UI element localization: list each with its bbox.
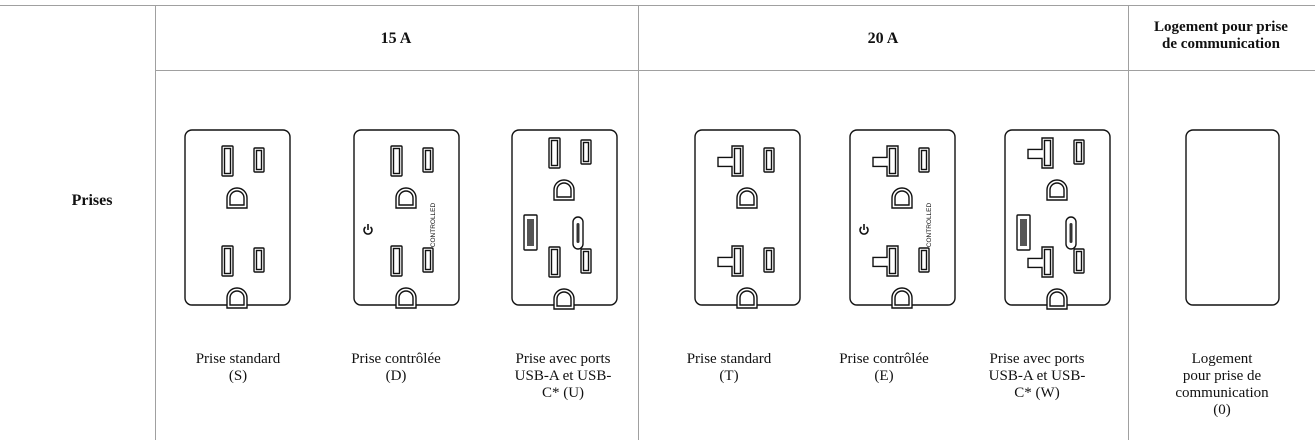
slot-inner <box>765 249 773 271</box>
slot-inner <box>920 149 928 171</box>
usb-a-inner <box>527 219 534 246</box>
slot-inner <box>888 147 897 175</box>
slot-inner <box>920 249 928 271</box>
item-label: (T) <box>719 368 738 384</box>
item-label: C* (U) <box>542 385 584 401</box>
slot-inner <box>550 139 559 167</box>
item-label: Prise contrôlée <box>351 351 441 367</box>
slot-inner <box>223 147 232 175</box>
slot-inner <box>223 247 232 275</box>
item-label: C* (W) <box>1014 385 1059 401</box>
usb-c-inner <box>576 223 580 243</box>
ground-inner <box>894 190 910 206</box>
item-label: communication <box>1175 385 1269 401</box>
device: CONTROLLED <box>353 129 460 309</box>
row-label: Prises <box>72 192 113 209</box>
ground-inner <box>894 290 910 306</box>
device <box>694 129 801 309</box>
item-label: Prise avec ports <box>516 351 611 367</box>
slot-inner <box>392 247 401 275</box>
device-plate <box>184 129 291 306</box>
item-label: Prise avec ports <box>990 351 1085 367</box>
slot-inner <box>1075 250 1083 272</box>
device-plate <box>694 129 801 306</box>
usb-c-inner <box>1069 223 1073 243</box>
item-label: Prise standard <box>196 351 281 367</box>
column-header: 20 A <box>868 30 899 47</box>
item-label: (E) <box>874 368 893 384</box>
slot-inner <box>1043 139 1052 167</box>
slot-inner <box>255 249 263 271</box>
slot-inner <box>582 250 590 272</box>
ground-inner <box>229 290 245 306</box>
item-label: (S) <box>229 368 247 384</box>
slot-inner <box>550 248 559 276</box>
ground-inner <box>1049 291 1065 307</box>
ground-inner <box>556 291 572 307</box>
slot-inner <box>424 249 432 271</box>
column-header: 15 A <box>381 30 412 47</box>
device-text: CONTROLLED <box>926 202 933 247</box>
slot-inner <box>424 149 432 171</box>
item-label: Prise standard <box>687 351 772 367</box>
device <box>184 129 291 309</box>
slot-inner <box>255 149 263 171</box>
column-header: de communication <box>1162 36 1281 52</box>
item-label: USB-A et USB- <box>515 368 612 384</box>
device-plate <box>1185 129 1280 306</box>
device <box>1004 129 1111 310</box>
slot-inner <box>888 247 897 275</box>
power-icon <box>859 226 869 235</box>
device: CONTROLLED <box>849 129 956 309</box>
item-label: Prise contrôlée <box>839 351 929 367</box>
item-label: Logement <box>1192 351 1254 367</box>
slot-inner <box>733 247 742 275</box>
item-label: pour prise de <box>1183 368 1262 384</box>
slot-inner <box>1075 141 1083 163</box>
item-label: (0) <box>1213 402 1231 418</box>
slot-inner <box>733 147 742 175</box>
device <box>511 129 618 310</box>
ground-inner <box>1049 182 1065 198</box>
slot-inner <box>1043 248 1052 276</box>
usb-a-inner <box>1020 219 1027 246</box>
ground-inner <box>739 290 755 306</box>
device-plate <box>849 129 956 306</box>
power-icon <box>363 226 373 235</box>
device <box>1185 129 1280 306</box>
item-label: USB-A et USB- <box>989 368 1086 384</box>
device-text: CONTROLLED <box>430 202 437 247</box>
ground-inner <box>398 190 414 206</box>
slot-inner <box>765 149 773 171</box>
item-label: (D) <box>386 368 407 384</box>
ground-inner <box>229 190 245 206</box>
slot-inner <box>582 141 590 163</box>
slot-inner <box>392 147 401 175</box>
ground-inner <box>398 290 414 306</box>
device-plate <box>353 129 460 306</box>
ground-inner <box>739 190 755 206</box>
ground-inner <box>556 182 572 198</box>
column-header: Logement pour prise <box>1154 19 1288 35</box>
